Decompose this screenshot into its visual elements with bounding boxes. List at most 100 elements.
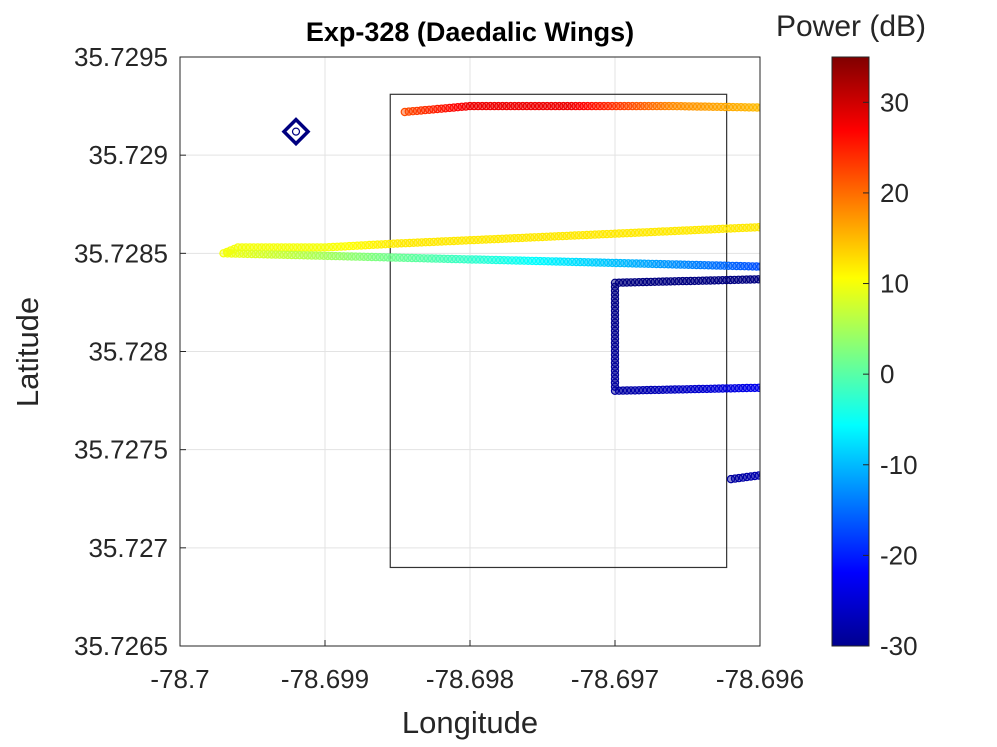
data-point — [970, 107, 977, 114]
data-point — [934, 271, 941, 278]
data-point — [775, 469, 782, 476]
data-point — [950, 446, 957, 453]
data-point — [991, 379, 997, 386]
data-point — [795, 383, 802, 390]
data-point — [822, 274, 829, 281]
data-point — [805, 105, 812, 112]
x-tick-labels: -78.7 -78.699 -78.698 -78.697 -78.696 — [150, 640, 804, 694]
data-point — [754, 383, 760, 392]
data-point — [986, 108, 993, 115]
data-point — [761, 104, 768, 111]
data-point — [779, 384, 786, 391]
data-point — [939, 215, 946, 222]
data-point — [771, 384, 778, 391]
data-point — [909, 267, 916, 274]
x-axis-label: Longitude — [402, 705, 538, 740]
data-point — [895, 381, 902, 388]
data-point — [756, 103, 760, 112]
data-point — [797, 105, 804, 112]
data-point — [815, 464, 822, 471]
data-point — [795, 222, 802, 229]
data-point — [773, 104, 780, 111]
data-point — [990, 270, 997, 277]
data-point — [761, 263, 768, 270]
data-point — [811, 383, 818, 390]
data-point — [994, 441, 997, 448]
data-point — [955, 380, 962, 387]
data-point — [895, 217, 902, 224]
data-point — [966, 444, 973, 451]
data-point — [919, 381, 926, 388]
data-point — [930, 272, 937, 279]
data-point — [927, 216, 934, 223]
colorbar-tick-label: -20 — [880, 540, 918, 570]
data-point — [793, 105, 800, 112]
data-point — [815, 383, 822, 390]
data-point — [962, 445, 969, 452]
y-tick-label: 35.7265 — [74, 631, 168, 661]
data-point — [807, 383, 814, 390]
data-point — [783, 468, 790, 475]
data-point — [961, 268, 968, 275]
data-point — [754, 471, 760, 480]
data-point — [946, 271, 953, 278]
data-point — [811, 465, 818, 472]
data-point — [771, 470, 778, 477]
data-point — [781, 104, 788, 111]
data-point — [945, 268, 952, 275]
data-point — [922, 272, 929, 279]
data-point — [767, 275, 774, 282]
data-point — [986, 442, 993, 449]
data-point — [907, 381, 914, 388]
data-point — [791, 222, 798, 229]
data-point — [870, 457, 877, 464]
data-point — [821, 265, 828, 272]
data-point — [954, 271, 961, 278]
data-point — [959, 380, 966, 387]
x-tick-label: -78.697 — [571, 664, 659, 694]
data-point — [974, 270, 981, 277]
x-tick-label: -78.699 — [281, 664, 369, 694]
data-point — [871, 218, 878, 225]
data-point — [959, 214, 966, 221]
data-point — [938, 448, 945, 455]
data-point — [783, 275, 790, 282]
data-point — [775, 275, 782, 282]
data-point — [787, 275, 794, 282]
data-point — [813, 264, 820, 271]
data-point — [777, 104, 784, 111]
data-point — [918, 272, 925, 279]
data-point — [821, 105, 828, 112]
data-point — [927, 381, 934, 388]
data-point — [799, 222, 806, 229]
data-point — [966, 271, 973, 278]
colorbar-tick-label: 30 — [880, 87, 909, 117]
data-point — [957, 268, 964, 275]
data-point — [879, 218, 886, 225]
data-point — [939, 380, 946, 387]
data-point — [799, 275, 806, 282]
colorbar-tick-label: -10 — [880, 450, 918, 480]
data-point — [970, 271, 977, 278]
data-point — [763, 223, 770, 230]
data-point — [791, 467, 798, 474]
data-point — [787, 468, 794, 475]
data-point — [933, 267, 940, 274]
data-point — [785, 264, 792, 271]
data-point — [971, 214, 978, 221]
data-point — [967, 214, 974, 221]
y-tick-label: 35.7275 — [74, 435, 168, 465]
data-point — [823, 463, 830, 470]
data-point — [941, 268, 948, 275]
data-point — [935, 380, 942, 387]
data-point — [726, 474, 736, 484]
data-point — [813, 105, 820, 112]
data-point — [923, 381, 930, 388]
data-point — [975, 380, 982, 387]
data-point — [814, 274, 821, 281]
data-point — [967, 380, 974, 387]
data-point — [958, 271, 965, 278]
x-tick-label: -78.696 — [716, 664, 804, 694]
data-point — [763, 276, 770, 283]
